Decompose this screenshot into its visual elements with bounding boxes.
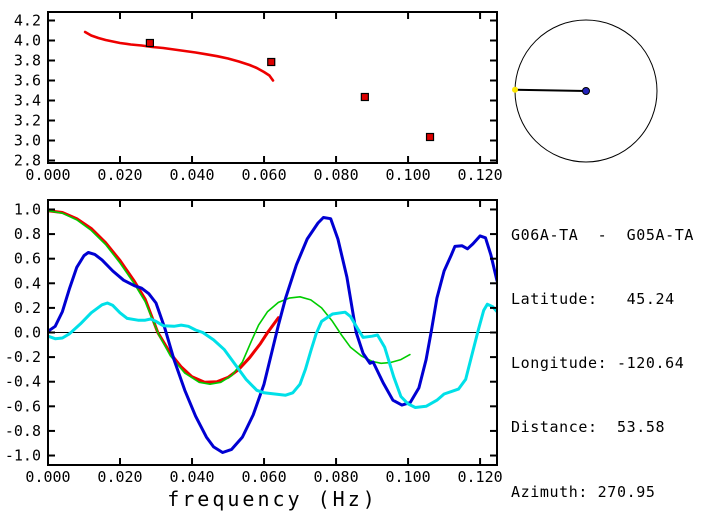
bessel-chart: 0.000 0.020 0.040 0.060 0.080 0.100 0.120 1.0 0.… bbox=[5, 199, 503, 486]
series-blue-curve bbox=[48, 216, 497, 454]
series-phase-velocity-curve bbox=[83, 30, 275, 82]
y-tick-label: -0.2 bbox=[5, 348, 41, 366]
y-tick-label: -0.6 bbox=[5, 397, 41, 415]
y-tick-label: 3.2 bbox=[14, 112, 41, 130]
x-tick-label: 0.000 bbox=[25, 166, 70, 184]
y-tick-label: 3.6 bbox=[14, 72, 41, 90]
y-tick-label: 0.4 bbox=[14, 274, 41, 292]
data-marker bbox=[425, 132, 435, 142]
station-info-block: G06A-TA - G05A-TA Latitude: 45.24 Longit… bbox=[511, 182, 694, 519]
series-cyan-curve bbox=[48, 301, 497, 409]
x-tick-label: 0.120 bbox=[457, 166, 502, 184]
dispersion-chart: 0.000 0.020 0.040 0.060 0.080 0.100 0.120 4.2 4.… bbox=[14, 11, 503, 184]
y-tick-label: -0.8 bbox=[5, 422, 41, 440]
distance-line: Distance: 53.58 bbox=[511, 418, 666, 437]
y-tick-label: 4.2 bbox=[14, 12, 41, 30]
x-tick-label: 0.020 bbox=[97, 468, 142, 486]
x-tick-label: 0.060 bbox=[241, 166, 286, 184]
y-tick-label: -1.0 bbox=[5, 447, 41, 465]
y-tick-label: 0.2 bbox=[14, 299, 41, 317]
y-tick-label: 3.8 bbox=[14, 52, 41, 70]
x-tick-label: 0.040 bbox=[169, 166, 214, 184]
plot-frame bbox=[47, 11, 498, 164]
latitude-line: Latitude: 45.24 bbox=[511, 290, 675, 309]
y-tick-label: 3.4 bbox=[14, 92, 41, 110]
azimuth-line: Azimuth: 270.95 bbox=[511, 482, 656, 501]
x-tick-label: 0.100 bbox=[385, 166, 430, 184]
station-end-dot bbox=[512, 86, 518, 93]
x-tick-label: 0.080 bbox=[313, 166, 358, 184]
azimuth-diagram bbox=[512, 19, 658, 163]
station-center-dot bbox=[582, 87, 590, 95]
data-marker bbox=[267, 57, 276, 67]
longitude-line: Longitude: -120.64 bbox=[511, 354, 685, 373]
azimuth-line bbox=[514, 88, 587, 92]
y-tick-label: 2.8 bbox=[14, 152, 41, 170]
data-marker bbox=[360, 92, 369, 102]
data-marker bbox=[145, 38, 154, 48]
y-tick-label: 0.0 bbox=[14, 324, 41, 342]
x-tick-label: 0.120 bbox=[457, 468, 502, 486]
y-tick-label: 0.8 bbox=[14, 225, 41, 243]
x-tick-label: 0.060 bbox=[241, 468, 286, 486]
x-tick-label: 0.020 bbox=[97, 166, 142, 184]
series-red-curve bbox=[48, 209, 280, 384]
y-tick-label: 0.6 bbox=[14, 250, 41, 268]
y-tick-label: 1.0 bbox=[14, 200, 41, 218]
x-tick-label: 0.080 bbox=[313, 468, 358, 486]
x-axis-label: frequency (Hz) bbox=[167, 487, 378, 511]
y-tick-label: 3.0 bbox=[14, 132, 41, 150]
x-tick-label: 0.040 bbox=[169, 468, 214, 486]
y-tick-label: 4.0 bbox=[14, 32, 41, 50]
station-pair-title: G06A-TA - G05A-TA bbox=[511, 225, 694, 244]
x-tick-label: 0.100 bbox=[385, 468, 430, 486]
x-tick-label: 0.000 bbox=[25, 468, 70, 486]
series-green-curve bbox=[48, 209, 411, 385]
y-tick-label: -0.4 bbox=[5, 373, 41, 391]
